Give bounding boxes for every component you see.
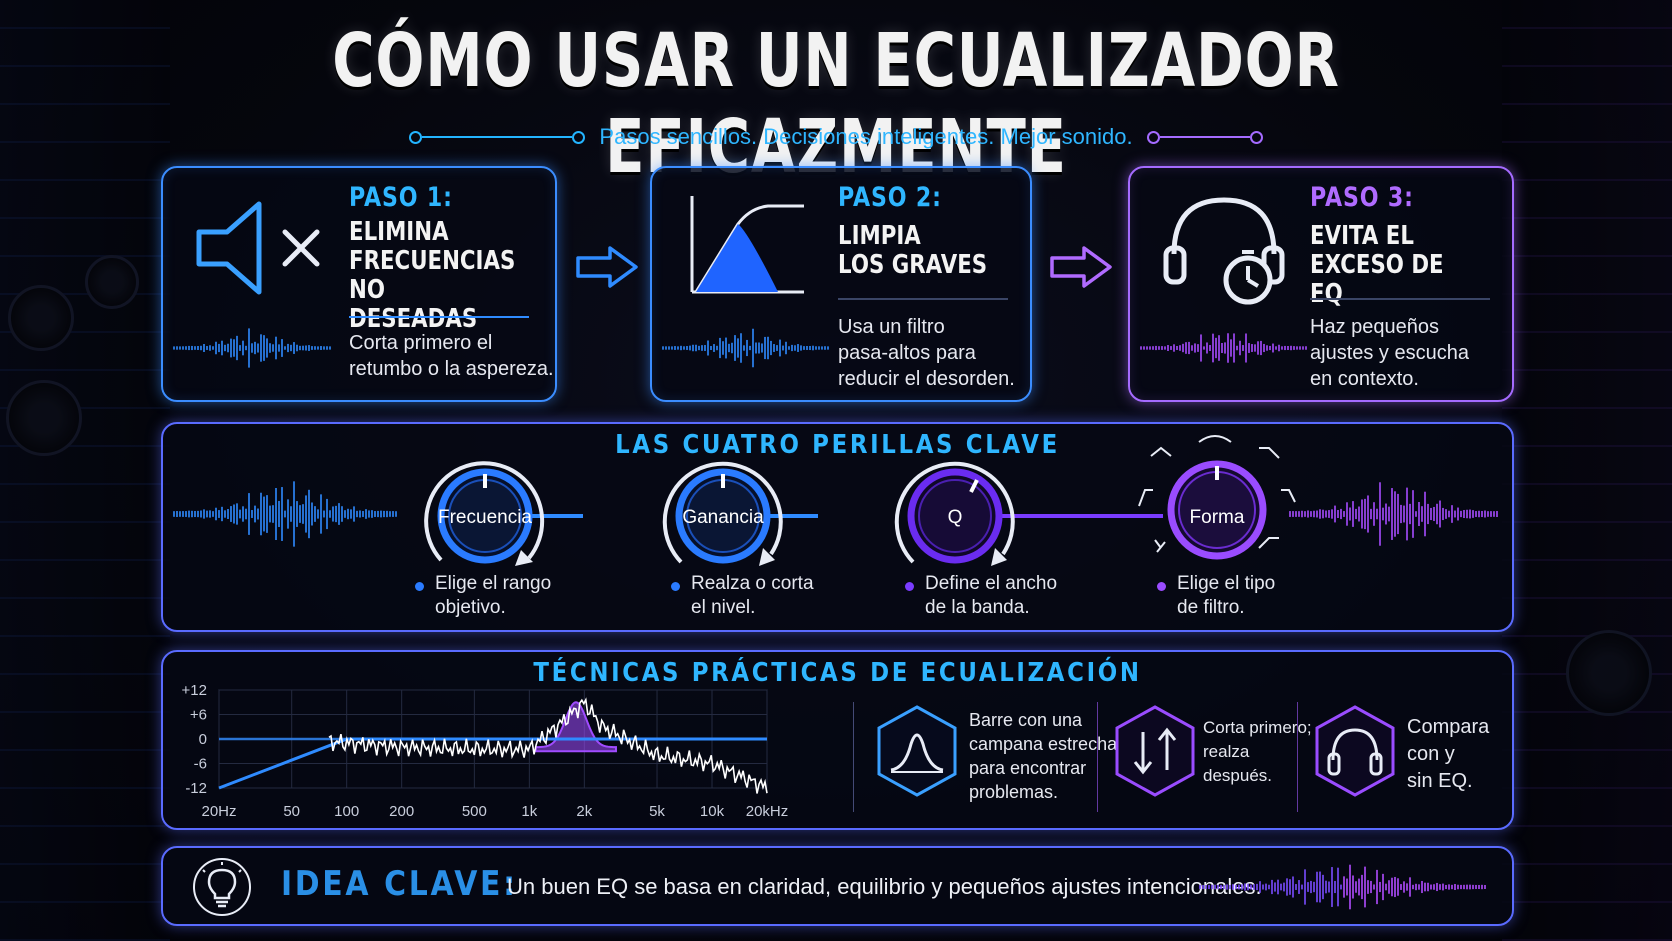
waveform-decoration	[173, 328, 331, 368]
knobs-section-title: LAS CUATRO PERILLAS CLAVE	[615, 430, 1060, 460]
step-3-heading: EVITA EL EXCESO DE EQ	[1310, 221, 1444, 309]
step-2-card: PASO 2: LIMPIA LOS GRAVES Usa un filtro …	[650, 166, 1032, 402]
bullet	[415, 582, 424, 591]
knob-label-ganancia: Ganancia	[682, 507, 764, 528]
waveform-decoration	[1289, 482, 1498, 546]
speaker-decoration	[8, 285, 74, 351]
knob-label-forma: Forma	[1189, 507, 1245, 528]
y-tick-label: +6	[190, 707, 207, 724]
tip-cut-boost-text: Corta primero; realza después.	[1203, 718, 1312, 785]
series-line-spectrum	[328, 697, 768, 794]
knob-label-frecuencia: Frecuencia	[438, 507, 532, 528]
y-tick-label: -12	[185, 780, 207, 797]
knobs-panel: LAS CUATRO PERILLAS CLAVE Frecuencia Eli…	[161, 422, 1514, 632]
x-tick-label: 100	[334, 803, 359, 820]
divider	[349, 316, 529, 318]
step-1-card: PASO 1: ELIMINA FRECUENCIAS NO DESEADAS …	[161, 166, 557, 402]
bell-curve-icon	[877, 705, 957, 797]
shape-knob[interactable]	[1131, 430, 1301, 580]
page-title: CÓMO USAR UN ECUALIZADOR EFICAZMENTE	[332, 18, 1340, 190]
bullet	[671, 582, 680, 591]
waveform-decoration	[1140, 333, 1307, 363]
speaker-decoration	[6, 380, 82, 456]
step-2-heading: LIMPIA LOS GRAVES	[838, 221, 988, 280]
divider	[838, 298, 1008, 300]
speaker-mute-icon	[196, 201, 320, 295]
divider	[1297, 702, 1298, 812]
tip-sweep-text: Barre con una campana estrecha para enco…	[969, 710, 1118, 802]
y-tick-label: -6	[194, 756, 207, 773]
step-2-description: Usa un filtro pasa-altos para reducir el…	[838, 316, 1015, 390]
decorative-line-right	[1146, 130, 1263, 144]
headphones-timer-icon	[1163, 197, 1285, 305]
step-3-card: PASO 3: EVITA EL EXCESO DE EQ Haz pequeñ…	[1128, 166, 1514, 402]
divider	[1097, 702, 1098, 812]
step-3-label: PASO 3:	[1310, 182, 1414, 213]
knob-connectors	[453, 514, 1163, 518]
x-tick-label: 500	[462, 803, 487, 820]
knob-label-q: Q	[947, 507, 963, 528]
frequency-knob[interactable]	[411, 450, 561, 580]
techniques-panel: TÉCNICAS PRÁCTICAS DE ECUALIZACIÓN +12 +6…	[161, 650, 1514, 830]
x-tick-label: 200	[389, 803, 414, 820]
x-tick-label: 20kHz	[746, 803, 789, 820]
q-knob[interactable]	[881, 450, 1031, 580]
divider	[1310, 298, 1490, 300]
step-1-description: Corta primero el retumbo o la aspereza.	[349, 332, 554, 380]
key-idea-panel: IDEA CLAVE: Un buen EQ se basa en clarid…	[161, 846, 1514, 926]
divider	[853, 702, 854, 812]
key-idea-title: IDEA CLAVE:	[281, 864, 518, 904]
knob-description-forma: Elige el tipo de filtro.	[1177, 573, 1276, 618]
x-tick-label: 1k	[521, 803, 537, 820]
speaker-decoration	[1566, 630, 1652, 716]
lightbulb-icon	[193, 858, 251, 916]
step-1-label: PASO 1:	[349, 182, 453, 213]
bullet	[1157, 582, 1166, 591]
x-tick-label: 20Hz	[201, 803, 236, 820]
key-idea-text: Un buen EQ se basa en claridad, equilibr…	[507, 874, 1262, 899]
techniques-section-title: TÉCNICAS PRÁCTICAS DE ECUALIZACIÓN	[533, 658, 1142, 688]
y-tick-label: 0	[199, 731, 207, 748]
waveform-decoration	[173, 481, 397, 547]
background-studio-left	[0, 0, 170, 941]
series-line-highpass	[218, 737, 767, 790]
gain-knob[interactable]	[649, 450, 799, 580]
arrow-right-icon	[576, 246, 638, 288]
knob-description-ganancia: Realza o corta el nivel.	[691, 573, 814, 618]
step-1-heading: ELIMINA FRECUENCIAS NO DESEADAS	[349, 217, 516, 334]
x-tick-label: 5k	[649, 803, 665, 820]
knob-description-frecuencia: Elige el rango objetivo.	[435, 573, 552, 618]
high-pass-filter-icon	[690, 196, 804, 294]
bullet	[905, 582, 914, 591]
step-3-description: Haz pequeños ajustes y escucha en contex…	[1310, 316, 1469, 390]
headphones-icon	[1315, 705, 1395, 797]
arrow-right-icon	[1050, 246, 1112, 288]
waveform-decoration	[1199, 864, 1486, 910]
decorative-line-left	[409, 130, 586, 144]
background-studio-right	[1502, 0, 1672, 941]
x-tick-label: 50	[283, 803, 300, 820]
tip-compare-text: Compara con y sin EQ.	[1407, 716, 1490, 792]
y-tick-label: +12	[182, 682, 207, 699]
knob-description-q: Define el ancho de la banda.	[925, 573, 1058, 618]
highlight-band	[534, 701, 617, 753]
speaker-decoration	[85, 255, 139, 309]
step-2-label: PASO 2:	[838, 182, 942, 213]
subtitle-row: Pasos sencillos. Decisiones inteligentes…	[0, 124, 1672, 150]
arrows-up-down-icon	[1115, 705, 1195, 797]
eq-curve-chart: +12 +6 0 -6 -12 20Hz 50 100 200 500 1k 2k 5k 10k 20kHz	[182, 682, 789, 820]
x-tick-label: 2k	[576, 803, 592, 820]
x-tick-label: 10k	[700, 803, 725, 820]
page-subtitle: Pasos sencillos. Decisiones inteligentes…	[599, 124, 1133, 149]
waveform-decoration	[662, 328, 829, 368]
